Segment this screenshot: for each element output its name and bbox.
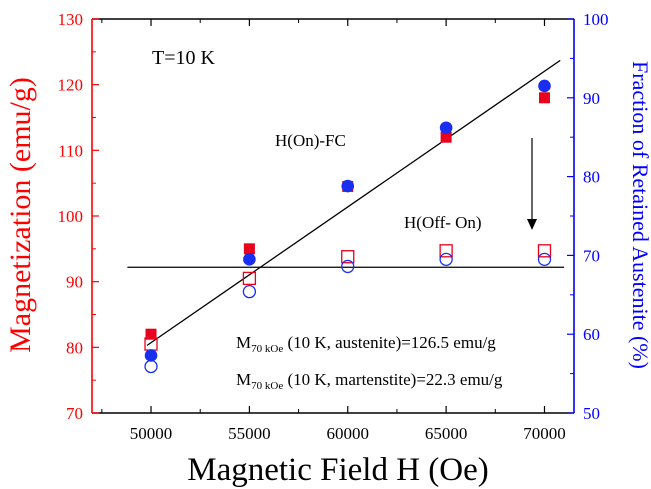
y-right-tick-label: 70 (583, 246, 600, 265)
y-left-tick-label: 100 (58, 207, 84, 226)
filled-circle-marker (243, 253, 256, 266)
austenite-m-subscript: 70 kOe (251, 343, 283, 355)
filled-circle-marker (439, 121, 453, 135)
y-right-tick-label: 100 (583, 10, 609, 29)
y-axis-label-left: Magnetization (emu/g) (4, 77, 37, 353)
open-circle-marker (144, 359, 158, 374)
filled-square-marker (145, 328, 157, 340)
y-right-tick-label: 90 (583, 89, 600, 108)
linear-fit-line (146, 59, 561, 346)
filled-square-marker (538, 92, 550, 104)
x-axis-label: Magnetic Field H (Oe) (187, 452, 489, 488)
x-tick-label: 55000 (228, 424, 271, 443)
y-left-tick-label: 130 (58, 10, 84, 29)
filled-circle-marker (538, 79, 551, 93)
temperature-annotation: T=10 K (152, 47, 215, 69)
martensite-m-subscript: 70 kOe (251, 380, 283, 392)
filled-circle-marker (341, 179, 355, 193)
y-right-tick-label: 50 (583, 404, 600, 423)
y-left-tick-label: 110 (58, 141, 83, 160)
austenite-m-symbol: M (236, 333, 251, 352)
y-left-tick-label: 70 (66, 404, 83, 423)
open-circle-marker (439, 252, 453, 266)
open-square-marker (537, 244, 552, 258)
open-square-marker (439, 244, 453, 258)
austenite-m-text: (10 K, austenite)=126.5 emu/g (283, 333, 496, 352)
off-field-label: H(Off- On) (404, 213, 482, 232)
x-tick-label: 50000 (130, 424, 173, 443)
open-square-marker (242, 271, 257, 286)
x-tick-label: 60000 (327, 424, 370, 443)
y-left-tick-label: 80 (66, 338, 83, 357)
austenite-magnetization-note: M70 kOe (10 K, austenite)=126.5 emu/g (236, 333, 496, 355)
y-axis-label-right: Fraction of Retained Austenite (%) (628, 61, 651, 369)
x-tick-label: 70000 (523, 424, 566, 443)
down-arrow-icon (527, 138, 537, 230)
open-circle-marker (242, 284, 257, 299)
on-field-label: H(On)-FC (275, 131, 346, 150)
open-circle-marker (537, 252, 552, 266)
x-tick-label: 65000 (425, 424, 468, 443)
open-square-marker (341, 250, 355, 264)
martensite-m-text: (10 K, martenstite)=22.3 emu/g (283, 370, 503, 389)
y-right-tick-label: 80 (583, 168, 600, 187)
martensite-magnetization-note: M70 kOe (10 K, martenstite)=22.3 emu/g (236, 370, 503, 392)
martensite-m-symbol: M (236, 370, 251, 389)
open-circle-marker (341, 259, 355, 274)
y-left-tick-label: 120 (58, 76, 84, 95)
y-left-tick-label: 90 (66, 273, 83, 292)
filled-square-marker (243, 243, 255, 255)
filled-circle-marker (144, 349, 158, 362)
y-right-tick-label: 60 (583, 325, 600, 344)
filled-square-marker (440, 131, 452, 143)
